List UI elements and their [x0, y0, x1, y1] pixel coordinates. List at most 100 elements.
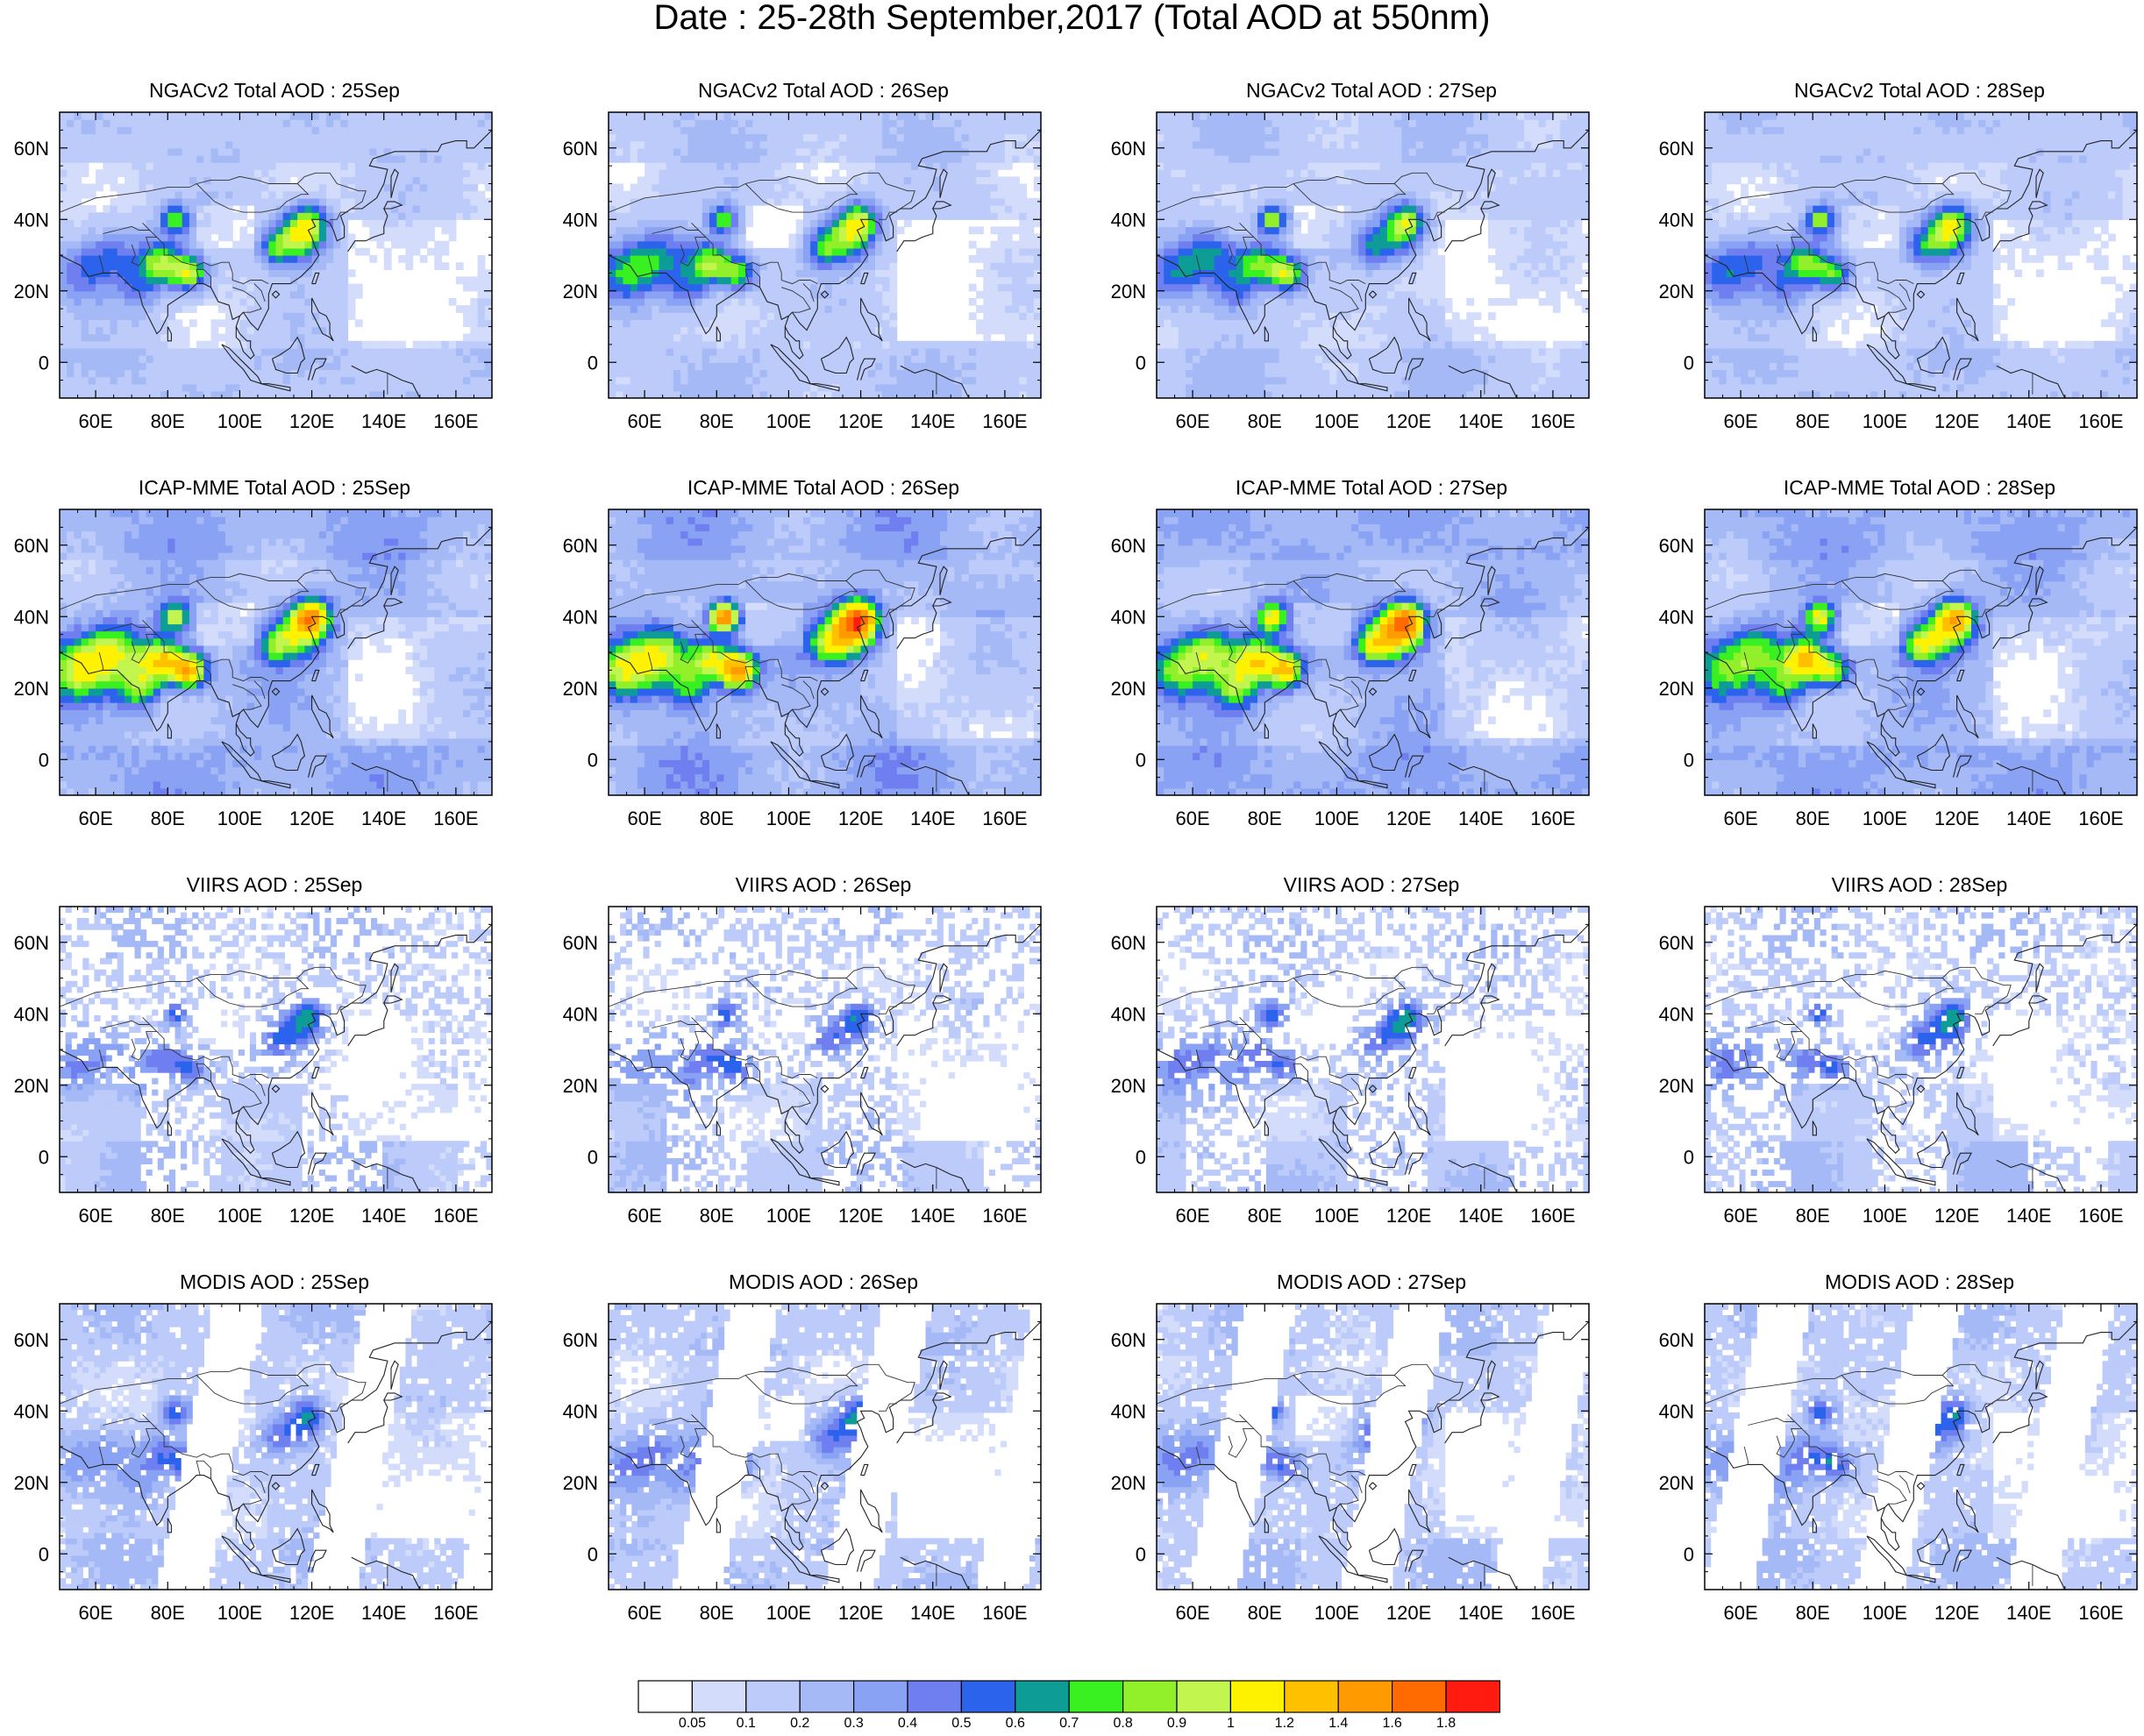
aod-cell: [1026, 147, 1035, 156]
aod-cell: [810, 183, 818, 192]
aod-cell: [225, 297, 233, 306]
aod-cell: [694, 326, 703, 335]
aod-cell: [766, 290, 775, 299]
aod-cell: [723, 347, 732, 356]
aod-cell: [376, 390, 385, 398]
aod-cell: [139, 154, 147, 163]
aod-cell: [189, 119, 197, 127]
aod-cell: [716, 347, 725, 356]
aod-cell: [196, 219, 204, 228]
aod-cell: [730, 162, 739, 170]
aod-cell: [1178, 112, 1186, 120]
aod-cell: [774, 283, 782, 292]
aod-cell: [311, 383, 320, 392]
aod-cell: [616, 269, 623, 278]
aod-cell: [81, 162, 89, 170]
aod-cell: [1171, 240, 1179, 249]
aod-cell: [824, 176, 833, 185]
aod-cell: [232, 112, 240, 120]
aod-cell: [124, 326, 132, 335]
aod-cell: [124, 212, 132, 220]
aod-cell: [1185, 255, 1193, 263]
aod-cell: [383, 255, 392, 263]
aod-cell: [730, 140, 739, 149]
aod-cell: [659, 176, 667, 185]
aod-cell: [1164, 326, 1172, 335]
aod-cell: [1157, 226, 1165, 235]
aod-cell: [745, 355, 753, 363]
aod-cell: [297, 319, 305, 328]
aod-cell: [860, 147, 869, 156]
aod-cell: [232, 176, 240, 185]
aod-cell: [189, 176, 197, 185]
aod-cell: [146, 133, 154, 142]
aod-cell: [666, 276, 674, 285]
aod-cell: [132, 147, 139, 156]
aod-cell: [867, 154, 876, 163]
aod-cell: [253, 247, 262, 256]
aod-cell: [709, 390, 717, 398]
aod-cell: [1178, 276, 1186, 285]
aod-cell: [182, 362, 190, 371]
country-border: [744, 268, 760, 288]
aod-cell: [752, 112, 761, 120]
aod-cell: [1026, 319, 1035, 328]
aod-cell: [1243, 305, 1251, 313]
aod-cell: [463, 390, 471, 398]
aod-cell: [702, 340, 710, 349]
aod-cell: [1185, 362, 1193, 371]
aod-cell: [470, 112, 479, 120]
aod-cell: [391, 154, 399, 163]
aod-cell: [333, 147, 341, 156]
aod-cell: [405, 355, 414, 363]
aod-cell: [759, 319, 768, 328]
aod-cell: [253, 205, 262, 213]
aod-cell: [441, 212, 450, 220]
aod-cell: [831, 326, 840, 335]
aod-cell: [802, 140, 811, 149]
aod-cell: [1214, 147, 1222, 156]
aod-cell: [246, 369, 255, 378]
aod-cell: [1200, 219, 1208, 228]
aod-cell: [225, 383, 233, 392]
aod-cell: [788, 119, 797, 127]
aod-cell: [448, 147, 457, 156]
aod-cell: [1033, 140, 1041, 149]
aod-cell: [1012, 333, 1020, 342]
aod-cell: [175, 326, 183, 335]
aod-cell: [103, 276, 111, 285]
aod-cell: [304, 212, 313, 220]
aod-cell: [903, 147, 912, 156]
aod-cell: [1236, 333, 1244, 342]
aod-cell: [882, 355, 890, 363]
aod-cell: [217, 133, 226, 142]
aod-cell: [340, 247, 349, 256]
aod-cell: [1214, 312, 1222, 320]
aod-cell: [405, 205, 414, 213]
aod-cell: [694, 333, 703, 342]
aod-cell: [1012, 247, 1020, 256]
aod-cell: [1193, 240, 1200, 249]
aod-cell: [225, 390, 233, 398]
aod-cell: [484, 126, 492, 135]
aod-cell: [484, 355, 492, 363]
aod-cell: [189, 247, 197, 256]
aod-cell: [838, 183, 847, 192]
aod-cell: [976, 355, 984, 363]
aod-cell: [1214, 162, 1222, 170]
aod-cell: [463, 162, 471, 170]
aod-cell: [752, 347, 761, 356]
aod-cell: [347, 340, 356, 349]
aod-cell: [463, 369, 471, 378]
aod-cell: [289, 169, 298, 177]
aod-cell: [925, 154, 934, 163]
aod-cell: [1193, 197, 1200, 206]
aod-cell: [110, 376, 118, 385]
aod-cell: [419, 355, 428, 363]
aod-cell: [666, 319, 674, 328]
aod-cell: [694, 340, 703, 349]
aod-cell: [225, 140, 233, 149]
aod-cell: [745, 390, 753, 398]
aod-cell: [652, 219, 660, 228]
aod-cell: [124, 112, 132, 120]
